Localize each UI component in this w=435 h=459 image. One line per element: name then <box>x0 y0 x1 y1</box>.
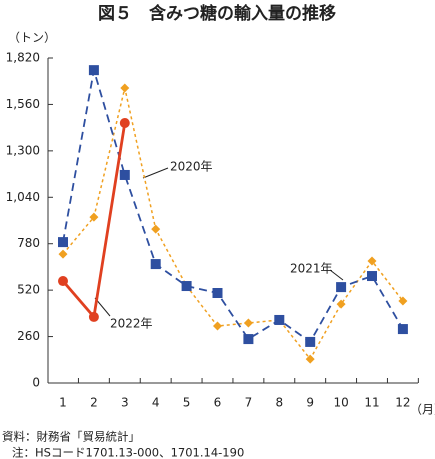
marker <box>150 259 161 270</box>
series-label: 2022年 <box>110 317 153 331</box>
x-tick-label: 10 <box>333 396 348 410</box>
y-tick-label: 520 <box>17 283 40 297</box>
x-tick-label: 12 <box>395 396 410 410</box>
x-tick-label: 6 <box>214 396 222 410</box>
marker <box>397 324 408 335</box>
marker <box>212 288 223 298</box>
marker <box>367 256 377 266</box>
leader-line <box>142 167 169 179</box>
y-tick-label: 1,300 <box>6 143 40 157</box>
marker <box>119 118 130 128</box>
marker <box>181 281 192 292</box>
leader-line <box>329 269 344 281</box>
y-tick-label: 260 <box>17 329 40 343</box>
marker <box>119 169 130 180</box>
marker <box>58 237 68 248</box>
source: 資料：財務省「貿易統計」 <box>2 430 140 444</box>
marker <box>398 296 408 306</box>
x-tick-label: 7 <box>245 396 253 410</box>
chart-title: 図５ 含みつ糖の輸入量の推移 <box>98 3 336 24</box>
marker <box>367 271 377 282</box>
series-line <box>62 69 404 344</box>
x-tick-label: 11 <box>364 396 379 410</box>
y-tick-label: 780 <box>17 236 40 250</box>
marker <box>243 334 254 345</box>
marker <box>89 212 99 222</box>
note: 注：HSコード1701.13-000、1701.14-190 <box>12 446 244 459</box>
x-tick-label: 5 <box>183 396 191 410</box>
x-tick-label: 4 <box>152 396 160 410</box>
series-line <box>62 87 404 361</box>
x-tick-label: 1 <box>59 396 67 410</box>
marker <box>120 83 130 93</box>
y-tick-label: 1,040 <box>6 190 40 204</box>
series-label: 2021年 <box>290 262 333 276</box>
marker <box>243 318 253 328</box>
marker <box>88 65 99 76</box>
marker <box>151 224 161 234</box>
marker <box>336 282 347 293</box>
marker <box>213 321 222 331</box>
x-unit: （月） <box>410 403 435 417</box>
marker <box>274 314 285 325</box>
series-label: 2020年 <box>170 160 213 174</box>
marker <box>88 311 99 322</box>
x-tick-label: 3 <box>121 396 129 410</box>
x-tick-label: 8 <box>275 396 283 410</box>
marker <box>58 276 68 287</box>
x-tick-label: 9 <box>306 396 314 410</box>
marker <box>336 299 346 309</box>
marker <box>305 336 316 347</box>
x-tick-label: 2 <box>90 396 98 410</box>
y-tick-label: 1,560 <box>6 97 40 111</box>
y-tick-label: 1,820 <box>6 51 40 65</box>
marker <box>58 249 68 259</box>
marker <box>305 354 315 364</box>
y-unit: （トン） <box>8 31 56 45</box>
y-tick-label: 0 <box>32 376 40 390</box>
